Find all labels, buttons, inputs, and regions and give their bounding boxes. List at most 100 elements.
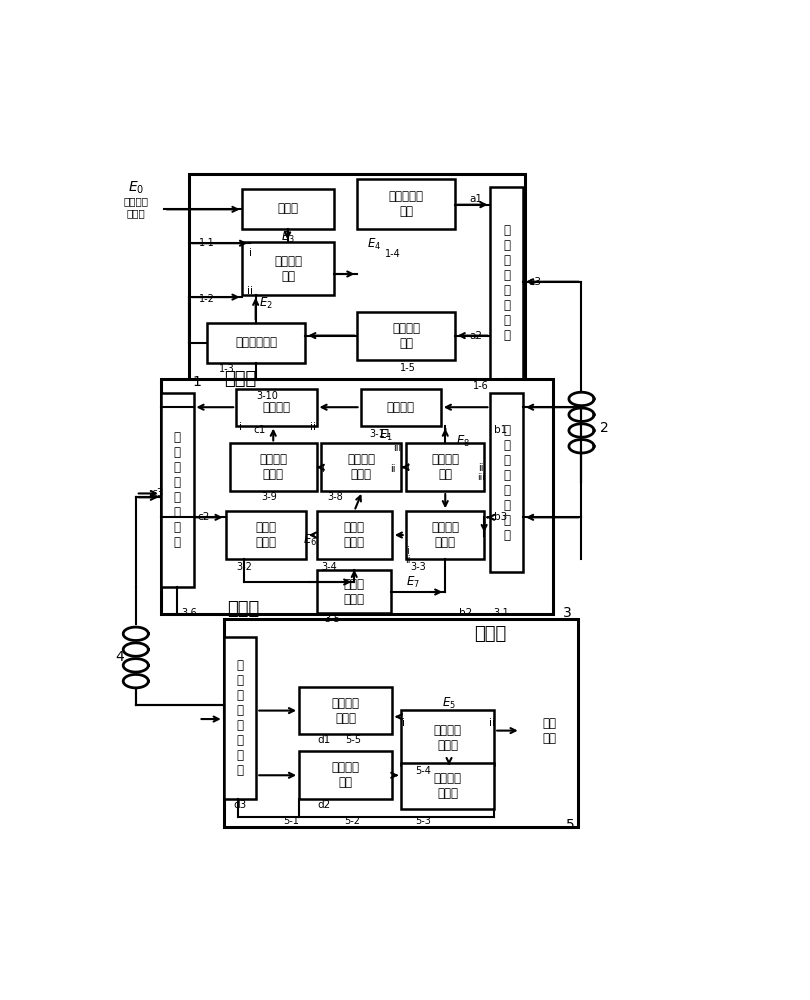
Text: d1: d1 — [318, 735, 330, 745]
Text: 用户端: 用户端 — [475, 625, 506, 643]
Text: 率信号: 率信号 — [126, 208, 145, 218]
Text: 1-2: 1-2 — [198, 294, 215, 304]
Text: 5-3: 5-3 — [415, 816, 431, 826]
Text: 3-6: 3-6 — [181, 608, 198, 618]
Text: 1-3: 1-3 — [220, 364, 235, 374]
Text: 1-4: 1-4 — [386, 249, 401, 259]
Text: 5-2: 5-2 — [344, 816, 360, 826]
Text: 被传递频: 被传递频 — [123, 197, 148, 207]
Bar — [401, 710, 494, 765]
Text: c3: c3 — [151, 488, 164, 498]
Bar — [357, 312, 454, 360]
Text: 第四光电
接收: 第四光电 接收 — [331, 761, 360, 789]
Text: 1: 1 — [192, 375, 201, 389]
Text: iii: iii — [477, 473, 485, 482]
Text: 3-10: 3-10 — [256, 391, 278, 401]
Text: 第二信号
变换: 第二信号 变换 — [431, 453, 459, 481]
Bar — [490, 393, 523, 572]
Bar — [357, 179, 454, 229]
Bar — [161, 379, 553, 614]
Bar — [317, 570, 390, 613]
Text: 本地端: 本地端 — [224, 370, 256, 388]
Bar — [237, 389, 317, 426]
Text: $E_8$: $E_8$ — [457, 434, 471, 449]
Text: ii: ii — [247, 286, 253, 296]
Text: $E_4$: $E_4$ — [367, 237, 382, 252]
Bar — [161, 393, 194, 587]
Text: 光隔离器: 光隔离器 — [386, 401, 415, 414]
Text: i: i — [407, 546, 409, 556]
Text: 3-5: 3-5 — [324, 614, 340, 624]
Text: 1-1: 1-1 — [198, 238, 215, 248]
Text: 5-4: 5-4 — [415, 766, 431, 776]
Text: $E_3$: $E_3$ — [281, 229, 295, 245]
Text: ii: ii — [309, 422, 316, 432]
Text: 第三光
电接收: 第三光 电接收 — [343, 578, 364, 606]
Text: $E_6$: $E_6$ — [303, 533, 317, 548]
Text: i: i — [407, 463, 409, 473]
Bar — [207, 323, 305, 363]
Bar — [317, 511, 392, 559]
Text: 5-5: 5-5 — [346, 735, 361, 745]
Text: 5: 5 — [565, 818, 574, 832]
Bar — [360, 389, 441, 426]
Text: b3: b3 — [494, 512, 508, 522]
Text: i: i — [249, 248, 252, 258]
Bar — [242, 189, 334, 229]
Text: 1-5: 1-5 — [399, 363, 416, 373]
Text: 中继端: 中继端 — [227, 600, 259, 618]
Text: 3-1: 3-1 — [493, 608, 509, 618]
Text: a1: a1 — [470, 194, 483, 204]
Text: 1-6: 1-6 — [473, 381, 488, 391]
Text: 第一信号
变换: 第一信号 变换 — [274, 255, 302, 283]
Bar — [321, 443, 401, 491]
Text: 3-4: 3-4 — [321, 562, 337, 572]
Text: ii: ii — [390, 464, 396, 474]
Text: c1: c1 — [254, 425, 266, 435]
Text: 第
二
光
波
分
复
用
器: 第 二 光 波 分 复 用 器 — [503, 424, 510, 542]
Bar — [224, 619, 578, 827]
Text: $E_5$: $E_5$ — [442, 696, 456, 711]
Text: 第一光电
接收: 第一光电 接收 — [392, 322, 420, 350]
Text: 第二光
电接收: 第二光 电接收 — [255, 521, 276, 549]
Bar — [406, 511, 484, 559]
Text: $E_0$: $E_0$ — [128, 180, 144, 196]
Text: 4: 4 — [115, 650, 124, 664]
Text: 第
三
光
波
分
复
用
器: 第 三 光 波 分 复 用 器 — [173, 431, 181, 549]
Text: 相位补
偿单元: 相位补 偿单元 — [343, 521, 364, 549]
Text: d3: d3 — [233, 800, 246, 810]
Text: 2: 2 — [600, 421, 609, 435]
Text: 3-11: 3-11 — [369, 429, 391, 439]
Text: d2: d2 — [318, 800, 330, 810]
Text: i: i — [322, 464, 324, 474]
Bar — [299, 751, 392, 799]
Text: 3-9: 3-9 — [262, 492, 277, 502]
Text: b1: b1 — [494, 425, 508, 435]
Text: 第
一
光
波
分
复
用
器: 第 一 光 波 分 复 用 器 — [503, 224, 510, 342]
Text: 5-1: 5-1 — [284, 816, 300, 826]
Text: a2: a2 — [470, 331, 483, 341]
Text: 3-3: 3-3 — [410, 562, 426, 572]
Bar — [189, 174, 525, 386]
Text: i: i — [239, 422, 242, 432]
Text: 第三功率
分配器: 第三功率 分配器 — [347, 453, 375, 481]
Bar — [224, 637, 256, 799]
Text: $E_1$: $E_1$ — [378, 428, 393, 443]
Text: 3-8: 3-8 — [327, 492, 343, 502]
Text: c2: c2 — [198, 512, 210, 522]
Text: 第十一电
滤波器: 第十一电 滤波器 — [434, 772, 462, 800]
Text: 第二电光
调制器: 第二电光 调制器 — [259, 453, 288, 481]
Text: $E_2$: $E_2$ — [259, 296, 273, 311]
Text: iii: iii — [394, 443, 402, 453]
Text: b2: b2 — [459, 608, 472, 618]
Text: 第
四
光
波
分
复
用
器: 第 四 光 波 分 复 用 器 — [237, 659, 244, 777]
Text: 光分路器: 光分路器 — [262, 401, 291, 414]
Text: 3-2: 3-2 — [237, 562, 252, 572]
Text: 第五功率
分配器: 第五功率 分配器 — [434, 724, 462, 752]
Bar — [225, 511, 306, 559]
Text: 3: 3 — [563, 606, 571, 620]
Text: ii: ii — [478, 463, 484, 473]
Text: 第一电滤波器: 第一电滤波器 — [235, 336, 277, 349]
Text: ii: ii — [488, 718, 495, 728]
Text: 输出
信号: 输出 信号 — [543, 717, 556, 745]
